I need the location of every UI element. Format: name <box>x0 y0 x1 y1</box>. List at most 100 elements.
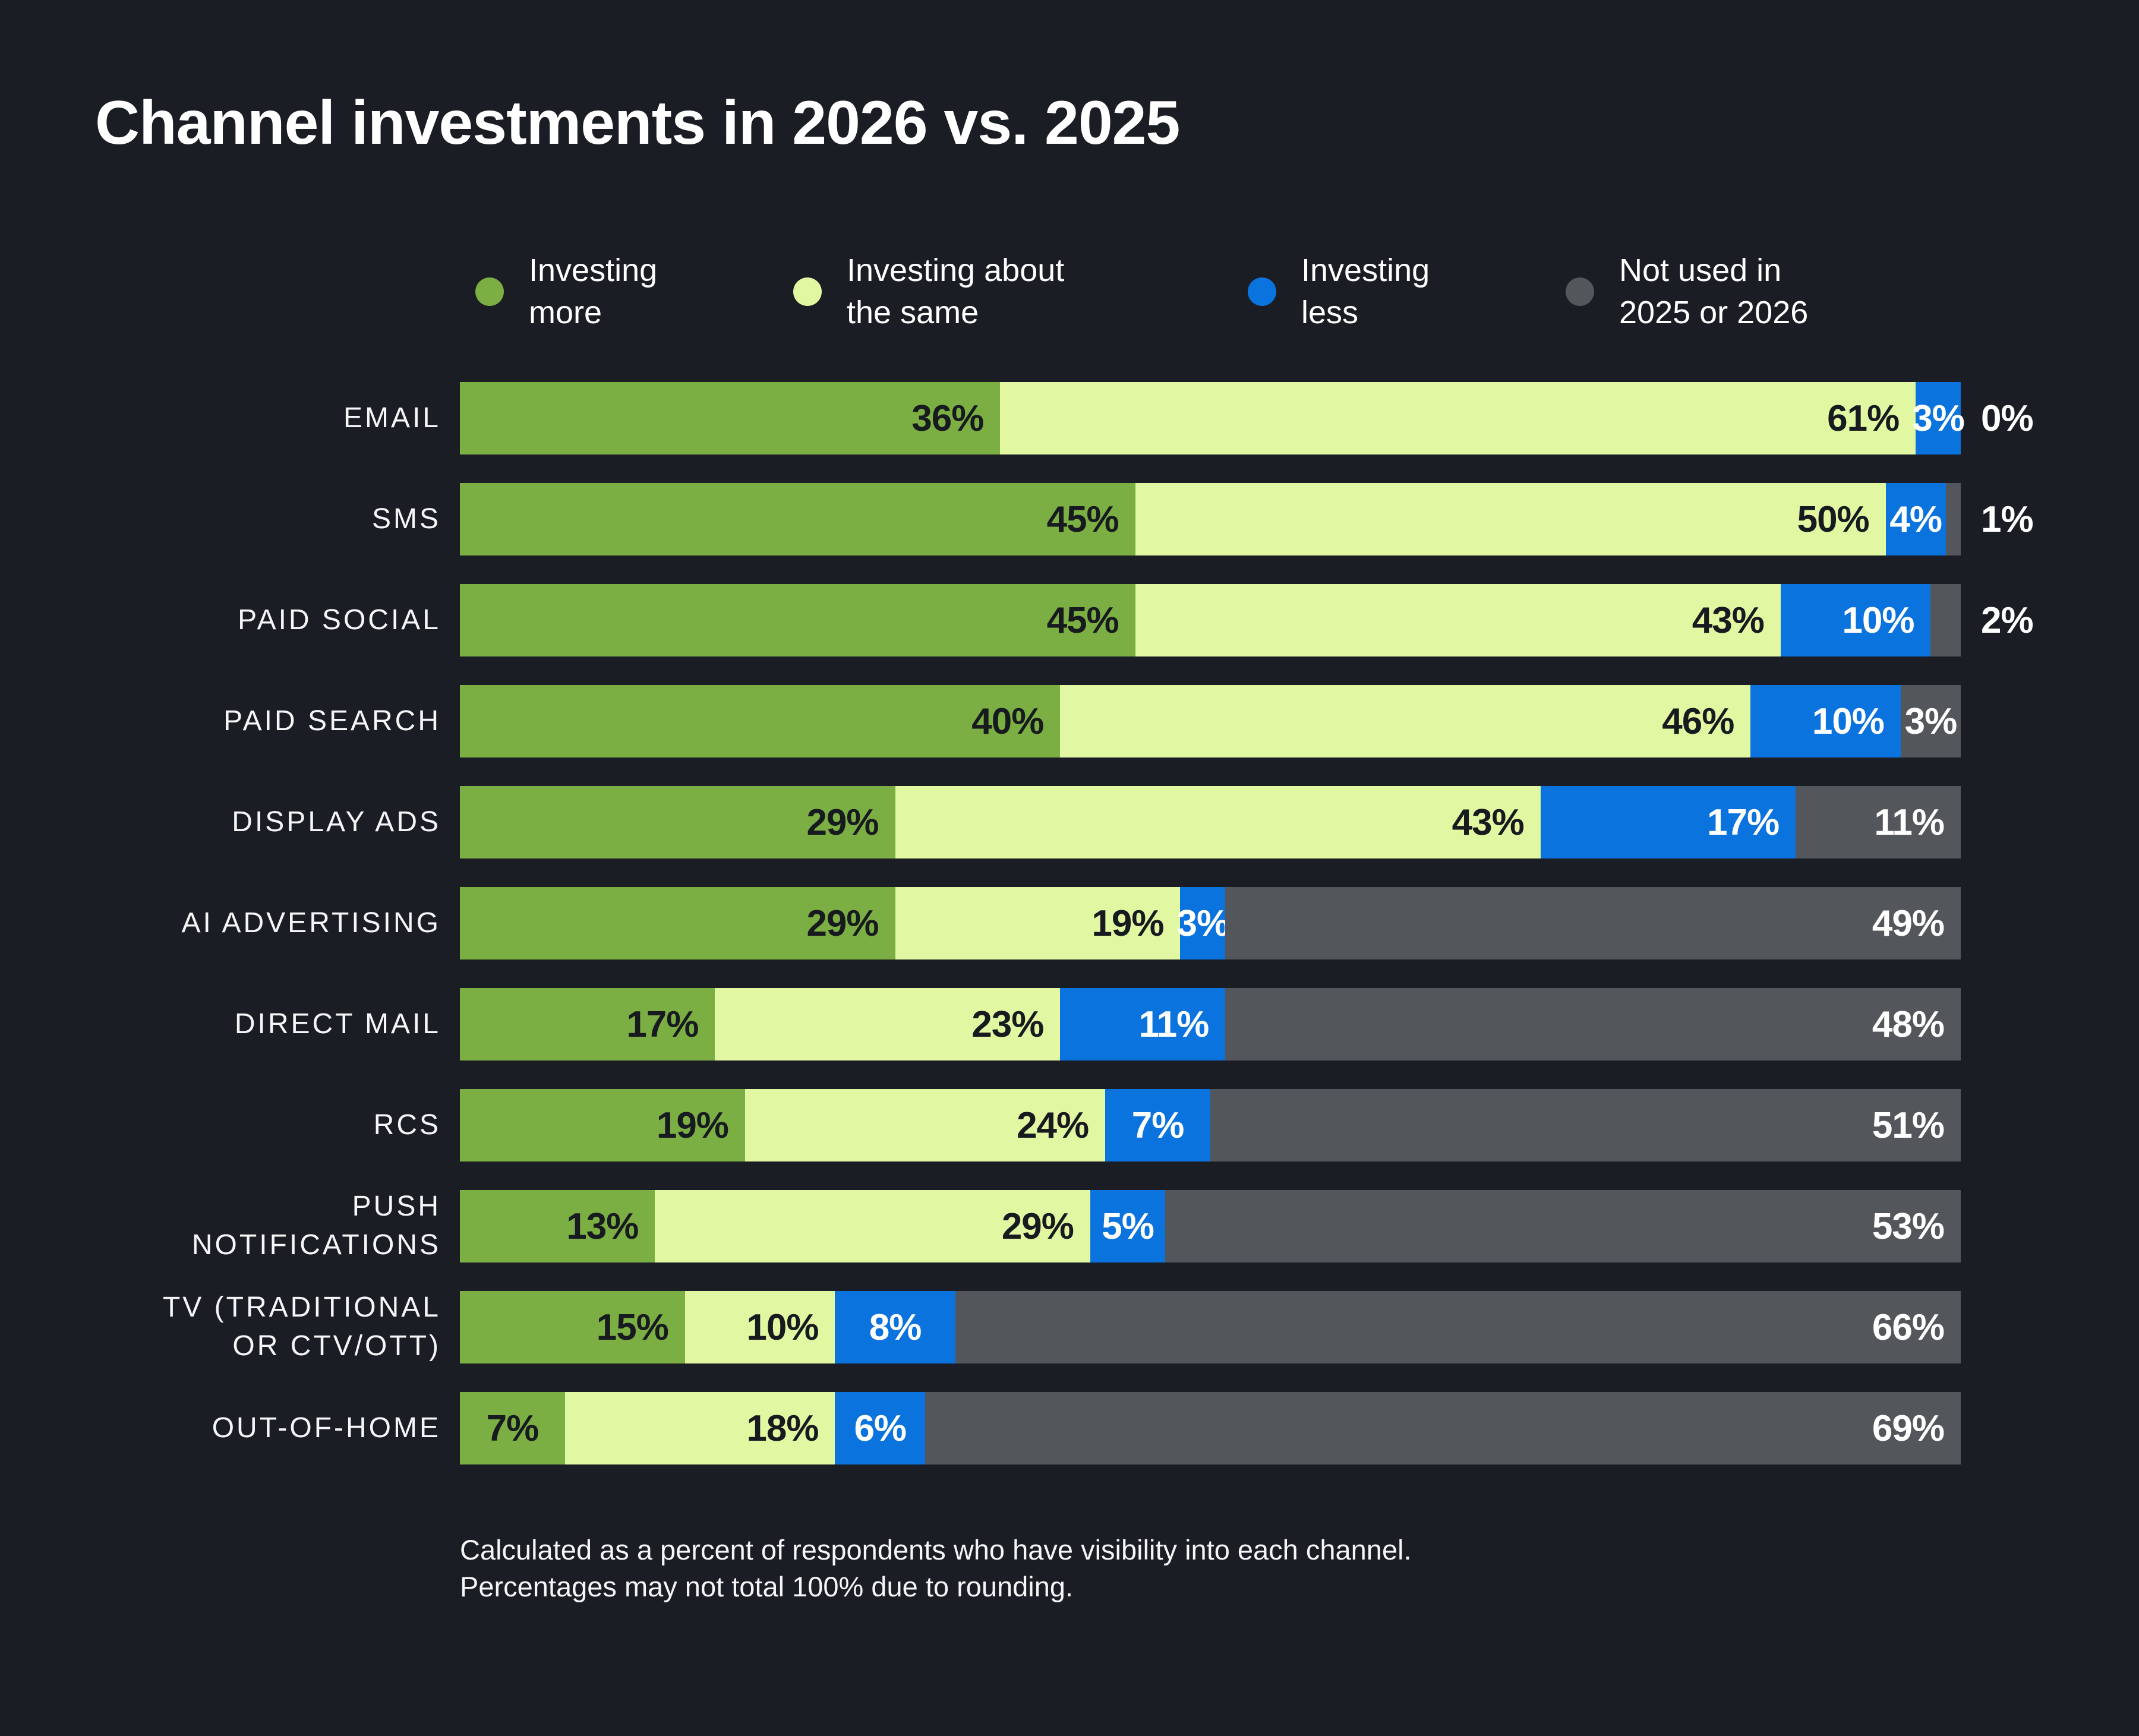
row-label: RCS <box>373 1109 441 1141</box>
bar-segment-not-used-in-2025-or-2026: 69% <box>925 1392 1961 1464</box>
segment-value-label: 61% <box>1827 397 1900 439</box>
chart-row: DIRECT MAIL 17% 23% 11% 48% <box>0 988 2139 1060</box>
segment-value-label: 5% <box>1102 1205 1154 1247</box>
segment-value-label: 29% <box>1001 1205 1074 1247</box>
footnote-line-1: Calculated as a percent of respondents w… <box>460 1534 1412 1565</box>
segment-value-label: 49% <box>1872 902 1945 944</box>
bar-track: 15% 10% 8% 66% <box>460 1291 1961 1363</box>
segment-value-label: 11% <box>1138 1003 1210 1045</box>
segment-value-label: 23% <box>971 1003 1044 1045</box>
bar-segment-investing-less: 10% <box>1750 685 1901 757</box>
segment-value-label: 3% <box>1176 902 1230 944</box>
segment-value-label: 13% <box>566 1205 639 1247</box>
bar-segment-investing-about-the-same: 50% <box>1135 483 1886 555</box>
chart-row: AI ADVERTISING 29% 19% 3% 49% <box>0 887 2139 959</box>
segment-value-label: 19% <box>656 1104 729 1146</box>
row-label: PAID SOCIAL <box>238 604 441 636</box>
outside-value-label: 2% <box>1981 599 2034 641</box>
bar-track: 45% 43% 10% <box>460 584 1961 656</box>
segment-value-label: 3% <box>1904 700 1958 742</box>
segment-value-label: 18% <box>746 1407 819 1449</box>
segment-value-label: 10% <box>746 1306 819 1348</box>
bar-track: 7% 18% 6% 69% <box>460 1392 1961 1464</box>
bar-segment-investing-more: 7% <box>460 1392 565 1464</box>
segment-value-label: 36% <box>911 397 984 439</box>
chart-row: TV (TRADITIONAL OR CTV/OTT) 15% 10% 8% 66% <box>0 1291 2139 1363</box>
segment-value-label: 29% <box>806 801 879 843</box>
legend-dot-icon <box>475 277 504 307</box>
bar-segment-investing-more: 40% <box>460 685 1061 757</box>
bar-segment-investing-more: 45% <box>460 483 1135 555</box>
row-label: EMAIL <box>343 402 441 434</box>
segment-value-label: 15% <box>596 1306 669 1348</box>
legend-dot-icon <box>793 277 822 307</box>
chart-row: EMAIL 36% 61% 3% 0% <box>0 382 2139 454</box>
chart-row: OUT-OF-HOME 7% 18% 6% 69% <box>0 1392 2139 1464</box>
row-label: PAID SEARCH <box>223 705 441 737</box>
bar-segment-investing-less: 7% <box>1105 1089 1210 1161</box>
bar-segment-investing-less: 11% <box>1060 988 1226 1060</box>
bar-segment-investing-more: 13% <box>460 1190 655 1262</box>
segment-value-label: 10% <box>1842 599 1914 641</box>
bar-track: 45% 50% 4% <box>460 483 1961 555</box>
bar-segment-not-used-in-2025-or-2026: 3% <box>1900 685 1961 757</box>
segment-value-label: 43% <box>1692 599 1765 641</box>
bar-segment-investing-less: 6% <box>835 1392 926 1464</box>
bar-segment-investing-more: 36% <box>460 382 1001 454</box>
chart-row: PUSH NOTIFICATIONS 13% 29% 5% 53% <box>0 1190 2139 1262</box>
legend-dot-icon <box>1566 277 1594 307</box>
bar-segment-investing-less: 10% <box>1780 584 1931 656</box>
legend-item: Investing more <box>475 250 657 334</box>
segment-value-label: 7% <box>486 1407 540 1449</box>
bar-segment-investing-about-the-same: 10% <box>684 1291 835 1363</box>
chart-title: Channel investments in 2026 vs. 2025 <box>95 89 1180 157</box>
segment-value-label: 51% <box>1872 1104 1945 1146</box>
bar-segment-investing-more: 17% <box>460 988 715 1060</box>
legend-item-label: Investing less <box>1301 252 1430 331</box>
bar-segment-not-used-in-2025-or-2026: 53% <box>1165 1190 1961 1262</box>
bar-segment-investing-about-the-same: 23% <box>715 988 1061 1060</box>
legend-item-label: Investing more <box>529 252 658 331</box>
bar-segment-investing-less: 3% <box>1912 382 1965 454</box>
segment-value-label: 40% <box>971 700 1044 742</box>
bar-segment-investing-less: 8% <box>835 1291 955 1363</box>
row-label: SMS <box>371 503 441 535</box>
segment-value-label: 45% <box>1046 599 1119 641</box>
chart-row: SMS 45% 50% 4% 1% <box>0 483 2139 555</box>
segment-value-label: 10% <box>1812 700 1885 742</box>
bar-segment-investing-about-the-same: 29% <box>655 1190 1090 1262</box>
segment-value-label: 19% <box>1091 902 1164 944</box>
bar-chart: EMAIL 36% 61% 3% 0% SMS 45% 50% 4% 1% PAID SOCIAL 4… <box>0 382 2139 1493</box>
segment-value-label: 43% <box>1452 801 1525 843</box>
row-label: PUSH NOTIFICATIONS <box>191 1191 441 1261</box>
bar-track: 36% 61% 3% <box>460 382 1965 454</box>
bar-segment-investing-about-the-same: 46% <box>1060 685 1751 757</box>
bar-track: 29% 19% 3% 49% <box>460 887 1961 959</box>
legend-item: Investing less <box>1248 250 1430 334</box>
chart-row: DISPLAY ADS 29% 43% 17% 11% <box>0 786 2139 858</box>
bar-segment-investing-more: 15% <box>460 1291 685 1363</box>
bar-segment-not-used-in-2025-or-2026: 48% <box>1225 988 1961 1060</box>
bar-track: 19% 24% 7% 51% <box>460 1089 1961 1161</box>
segment-value-label: 69% <box>1872 1407 1945 1449</box>
footnote-line-2: Percentages may not total 100% due to ro… <box>460 1571 1074 1603</box>
chart-row: PAID SOCIAL 45% 43% 10% 2% <box>0 584 2139 656</box>
bar-segment-investing-more: 19% <box>460 1089 745 1161</box>
bar-segment-not-used-in-2025-or-2026: 51% <box>1210 1089 1961 1161</box>
legend-item-label: Not used in 2025 or 2026 <box>1619 252 1809 331</box>
segment-value-label: 45% <box>1046 498 1119 540</box>
bar-segment-not-used-in-2025-or-2026 <box>1945 483 1961 555</box>
bar-segment-investing-about-the-same: 24% <box>744 1089 1106 1161</box>
segment-value-label: 3% <box>1912 397 1965 439</box>
segment-value-label: 17% <box>626 1003 699 1045</box>
bar-segment-investing-more: 45% <box>460 584 1135 656</box>
segment-value-label: 50% <box>1797 498 1870 540</box>
bar-segment-investing-less: 4% <box>1885 483 1946 555</box>
legend-dot-icon <box>1248 277 1276 307</box>
segment-value-label: 46% <box>1662 700 1734 742</box>
legend-item: Investing about the same <box>793 250 1064 334</box>
footnote: Calculated as a percent of respondents w… <box>460 1532 1412 1605</box>
bar-segment-investing-about-the-same: 43% <box>895 786 1541 858</box>
segment-value-label: 11% <box>1874 801 1945 843</box>
bar-track: 29% 43% 17% 11% <box>460 786 1961 858</box>
